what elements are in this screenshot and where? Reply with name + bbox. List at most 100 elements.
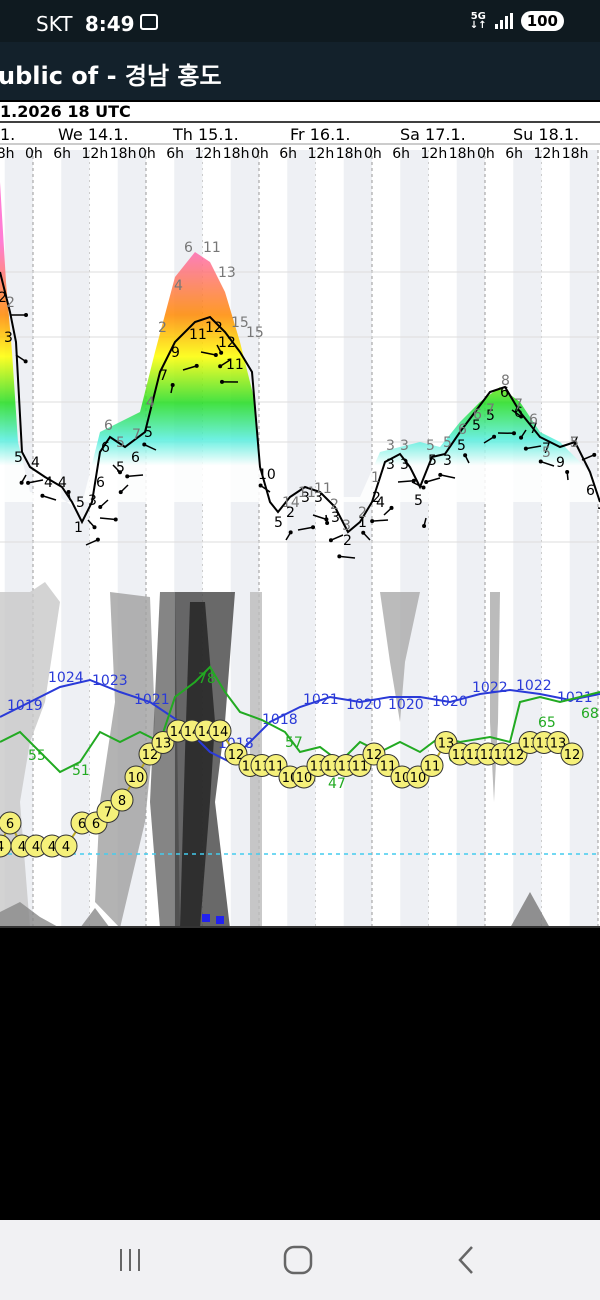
wind-arrow-head <box>370 519 375 524</box>
hour-tick-label: 12h <box>534 146 561 162</box>
wind-speed-label: 5 <box>144 425 153 441</box>
wind-speed-label: 10 <box>258 467 276 483</box>
wind-gust-label: 6 <box>104 418 113 434</box>
home-button[interactable] <box>268 1240 328 1280</box>
wind-speed-label: 6 <box>131 450 140 466</box>
back-button[interactable] <box>436 1240 496 1280</box>
wind-arrow-head <box>118 490 123 495</box>
wind-gust-label: 2 <box>158 320 167 336</box>
wind-arrow <box>297 526 314 531</box>
wind-arrow <box>540 460 555 467</box>
temperature-label: 12 <box>508 748 525 763</box>
wind-speed-label: 11 <box>226 357 244 373</box>
wind-speed-label: 2 <box>0 290 7 306</box>
wind-gust-label: 7 <box>514 397 523 413</box>
wind-arrow <box>339 555 356 559</box>
battery-icon: 100 <box>520 11 564 31</box>
wind-gust-label: 11 <box>298 485 316 501</box>
wind-arrow-head <box>311 525 316 530</box>
humidity-label: 68 <box>581 706 599 722</box>
back-icon <box>458 1246 473 1274</box>
precip-mark <box>216 916 224 924</box>
wind-speed-label: 7 <box>542 441 551 457</box>
temperature-label: 10 <box>410 771 427 786</box>
wind-arrow <box>200 351 216 356</box>
wind-arrow-head <box>523 446 528 451</box>
wind-arrow <box>440 474 456 479</box>
hour-tick-label: 6h <box>392 146 410 162</box>
status-right: 5G ↓↑ 100 <box>470 11 564 31</box>
temperature-label: 6 <box>92 817 100 832</box>
wind-speed-label: 3 <box>386 457 395 473</box>
temperature-label: 13 <box>438 737 455 752</box>
time-band <box>400 150 429 928</box>
wind-gust-label: 6 <box>458 422 467 438</box>
network-type-label: 5G <box>470 11 486 22</box>
hour-tick-label: 12h <box>195 146 222 162</box>
pressure-label: 1022 <box>472 680 508 696</box>
wind-arrow <box>99 517 116 521</box>
wind-speed-label: 5 <box>414 493 423 509</box>
wind-speed-label: 2 <box>343 533 352 549</box>
wind-speed-label: 2 <box>372 490 381 506</box>
status-bar: SKT 8:49 5G ↓↑ 100 <box>0 0 600 42</box>
temperature-label: 4 <box>0 840 4 855</box>
recent-apps-button[interactable] <box>100 1240 160 1280</box>
day-label: Th 15.1. <box>172 125 239 144</box>
wind-gust-label: 5 <box>116 435 125 451</box>
wind-speed-label: 7 <box>529 421 538 437</box>
hour-tick-label: 18h <box>562 146 589 162</box>
hour-tick-label: 18h <box>336 146 363 162</box>
wind-arrow-head <box>389 505 394 510</box>
wind-speed-label: 3 <box>331 510 340 526</box>
wind-speed-label: 9 <box>556 455 565 471</box>
pressure-labels: 1019102410231021101810181021102010201020… <box>7 670 593 752</box>
wind-arrow-head <box>325 520 330 525</box>
temperature-label: 4 <box>32 840 40 855</box>
pressure-label: 1023 <box>92 673 128 689</box>
wind-arrow-head <box>421 485 426 490</box>
wind-gust-label: 7 <box>132 427 141 443</box>
wind-gust-label: 8 <box>501 373 510 389</box>
hour-tick-label: 0h <box>138 146 156 162</box>
wind-arrow <box>312 514 327 521</box>
wind-arrow <box>525 445 542 450</box>
wind-arrow <box>127 474 144 478</box>
wind-arrow-head <box>19 480 24 485</box>
hour-tick-label: 8h <box>0 146 15 162</box>
day-label: Su 18.1. <box>513 125 579 144</box>
temperature-label: 4 <box>62 840 70 855</box>
wind-speed-label: 5 <box>428 453 437 469</box>
wind-gust-label: 3 <box>342 518 351 534</box>
pressure-label: 1020 <box>432 694 468 710</box>
temperature-circle <box>110 788 134 812</box>
temperature-label: 6 <box>78 817 86 832</box>
temperature-label: 10 <box>394 771 411 786</box>
temperature-label: 13 <box>155 737 172 752</box>
meteogram[interactable]: 1.2026 18 UTC 1. We 14.1. Th 15.1. Fr 16.1.… <box>0 102 600 928</box>
clock-time: 8:49 <box>84 12 135 36</box>
wind-gust-label: 5 <box>426 438 435 454</box>
carrier-label: SKT <box>36 12 73 36</box>
wind-arrow-head <box>220 379 225 384</box>
wind-gust-label: 5 <box>542 445 551 461</box>
wind-arrow-head <box>118 470 123 475</box>
hour-tick-label: 0h <box>364 146 382 162</box>
wind-speed-label: 4 <box>58 475 67 491</box>
day-label: We 14.1. <box>58 125 129 144</box>
wind-arrow-head <box>519 414 524 419</box>
model-run-label: 1.2026 18 UTC <box>0 102 131 121</box>
wind-arrow-head <box>24 313 28 317</box>
wind-gust-label: 11 <box>314 481 332 497</box>
humidity-label: 57 <box>285 735 303 751</box>
temperature-circle <box>560 742 584 766</box>
wind-speed-label: 5 <box>274 515 283 531</box>
meteogram-svg: 1. We 14.1. Th 15.1. Fr 16.1. Sa 17.1. Su 18.… <box>0 121 600 928</box>
wind-gust-label: 7 <box>486 402 495 418</box>
wind-arrow-head <box>23 359 28 364</box>
wind-arrow-head <box>288 530 293 535</box>
temperature-label: 6 <box>6 817 14 832</box>
time-band <box>456 150 485 928</box>
hour-tick-label: 0h <box>477 146 495 162</box>
time-band <box>513 150 542 928</box>
